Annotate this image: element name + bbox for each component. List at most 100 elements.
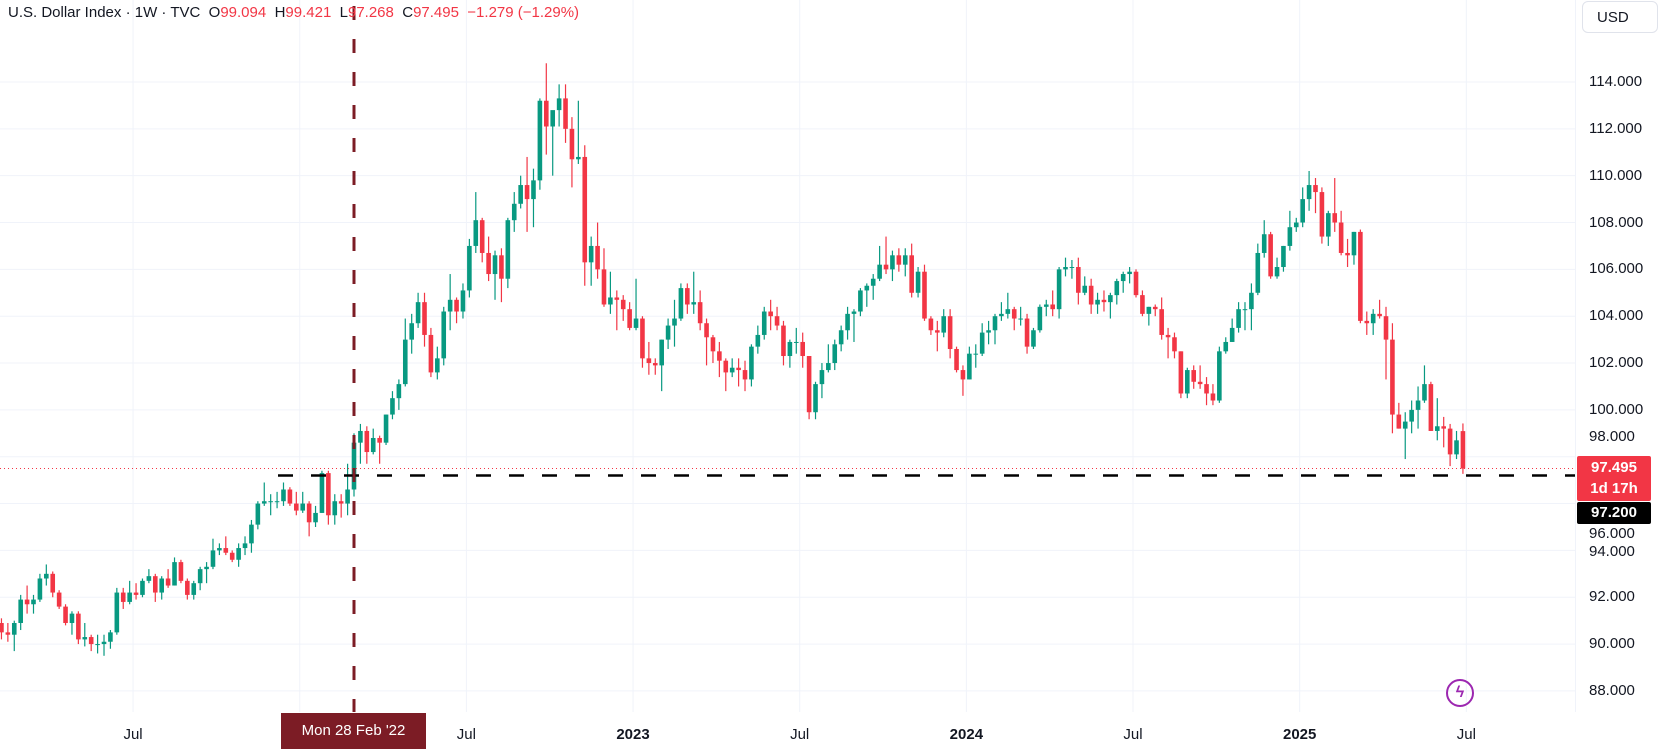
candle-body — [5, 632, 11, 635]
candle-body — [1018, 318, 1023, 320]
candle — [665, 318, 671, 349]
last-price-tag: 97.495 1d 17h — [1577, 455, 1651, 501]
candle — [1460, 423, 1466, 474]
candle — [1191, 365, 1197, 389]
candle — [1043, 299, 1049, 317]
candle — [524, 156, 530, 232]
candle-body — [69, 613, 75, 624]
candle-body — [806, 356, 812, 413]
candle — [268, 494, 273, 516]
candle-body — [537, 100, 543, 181]
candle — [114, 587, 120, 635]
candle-body — [1236, 309, 1241, 328]
candle — [1255, 243, 1261, 296]
lightning-icon[interactable]: ϟ — [1446, 679, 1474, 707]
candle — [338, 494, 344, 518]
candle-body — [608, 297, 613, 305]
candle-body — [524, 185, 530, 200]
candle-body — [415, 302, 421, 324]
candle-body — [736, 367, 741, 371]
candle — [1402, 412, 1408, 460]
candle — [576, 100, 581, 164]
candle-body — [550, 110, 556, 127]
candle — [1101, 290, 1107, 312]
candle-body — [1422, 384, 1427, 401]
candle-body — [646, 358, 652, 364]
candle-body — [319, 473, 325, 513]
candle — [358, 423, 363, 464]
candle — [1178, 351, 1184, 399]
candle-body — [268, 501, 273, 503]
candle — [441, 306, 447, 366]
candle-body — [95, 644, 100, 646]
price-tick-label: 108.000 — [1589, 213, 1644, 231]
candle — [460, 283, 466, 319]
candle-body — [56, 592, 62, 607]
candle — [159, 576, 164, 600]
candle — [1447, 423, 1453, 467]
candle-body — [1351, 231, 1357, 256]
candle-body — [0, 623, 4, 633]
candle — [76, 611, 81, 645]
candle — [556, 84, 562, 127]
time-tick-label: 2024 — [949, 726, 984, 743]
candle — [755, 325, 761, 354]
candle-body — [1191, 370, 1197, 382]
candle-body — [82, 637, 88, 640]
candle-body — [1076, 267, 1081, 293]
candle — [229, 550, 235, 563]
candle-body — [774, 316, 780, 326]
candle — [742, 360, 748, 392]
candle-body — [1261, 234, 1267, 253]
candle — [1441, 416, 1446, 448]
candle-body — [1011, 309, 1017, 319]
candle — [281, 482, 286, 506]
candle-body — [390, 398, 395, 415]
open-value: 99.094 — [220, 4, 267, 21]
candle-body — [729, 367, 735, 373]
candle-body — [50, 573, 56, 593]
candle-body — [441, 311, 447, 359]
candle — [95, 634, 100, 654]
candle — [185, 578, 190, 600]
candle-body — [1108, 295, 1113, 303]
candle-body — [1390, 339, 1395, 415]
candle-body — [165, 578, 171, 586]
candle — [685, 283, 690, 314]
candle-body — [24, 599, 30, 605]
candle — [992, 313, 998, 345]
candle-body — [1197, 381, 1203, 385]
candle-body — [1358, 231, 1363, 321]
time-tick-label: Jul — [1123, 726, 1143, 743]
candle — [1287, 210, 1293, 251]
candle — [44, 564, 49, 586]
candle-body — [1313, 185, 1318, 193]
candle — [1434, 398, 1440, 441]
candle — [37, 573, 43, 602]
currency-button[interactable]: USD — [1582, 1, 1658, 33]
candle — [646, 341, 652, 375]
candle — [165, 569, 171, 588]
candle-body — [582, 156, 588, 263]
candle — [1332, 178, 1338, 232]
symbol-name[interactable]: U.S. Dollar Index — [8, 4, 122, 21]
candle — [601, 248, 607, 307]
candle-body — [1377, 313, 1382, 317]
candle-body — [870, 278, 876, 286]
candle-body — [486, 252, 491, 275]
candle-body — [447, 299, 453, 312]
price-tick-label: 98.000 — [1589, 427, 1635, 445]
candle-body — [120, 592, 126, 602]
candle-body — [204, 566, 209, 570]
candle — [1396, 402, 1402, 429]
last-price-value: 97.495 — [1591, 458, 1637, 476]
candle — [1088, 278, 1094, 314]
candle — [800, 332, 805, 368]
candle — [1300, 187, 1305, 228]
candle-body — [479, 220, 485, 253]
candle-body — [1415, 400, 1421, 410]
candle-body — [1146, 306, 1152, 314]
price-tick-label: 112.000 — [1589, 119, 1643, 137]
candle-body — [704, 323, 709, 338]
